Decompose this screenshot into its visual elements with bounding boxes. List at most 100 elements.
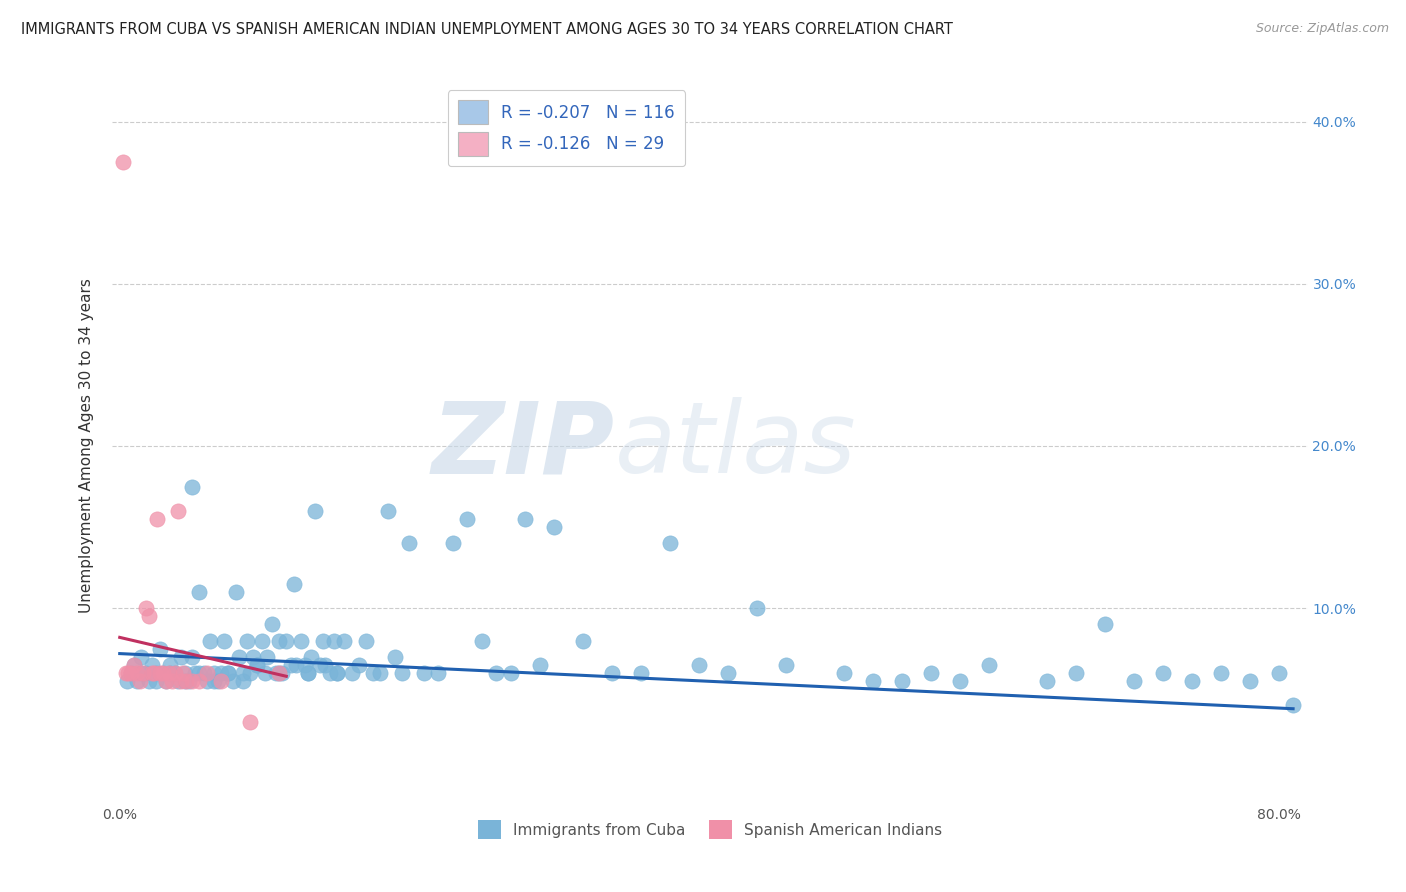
Point (354, 633, 377, 648)
Point (159, 657, 181, 672)
Point (920, 666, 942, 681)
Point (228, 649, 250, 664)
Point (145, 674, 167, 689)
Point (319, 666, 342, 681)
Point (688, 657, 710, 672)
Point (217, 666, 239, 681)
Point (1152, 666, 1174, 681)
Point (745, 601, 768, 615)
Point (163, 666, 186, 681)
Point (111, 155, 134, 169)
Point (427, 666, 450, 681)
Text: Source: ZipAtlas.com: Source: ZipAtlas.com (1256, 22, 1389, 36)
Point (311, 633, 333, 648)
Point (212, 633, 235, 648)
Point (172, 666, 194, 681)
Point (166, 504, 188, 518)
Point (276, 633, 298, 648)
Point (166, 674, 188, 689)
Point (193, 666, 215, 681)
Point (181, 649, 204, 664)
Point (120, 666, 142, 681)
Point (146, 512, 169, 526)
Point (326, 666, 349, 681)
Point (299, 649, 322, 664)
Point (290, 633, 312, 648)
Point (222, 674, 245, 689)
Point (114, 666, 136, 681)
Point (891, 674, 914, 689)
Point (138, 674, 160, 689)
Point (499, 666, 522, 681)
Point (135, 601, 157, 615)
Point (949, 674, 972, 689)
Text: ZIP: ZIP (432, 398, 614, 494)
Point (225, 585, 247, 599)
Point (326, 666, 349, 681)
Point (832, 666, 855, 681)
Point (141, 666, 163, 681)
Point (398, 536, 420, 550)
Point (174, 674, 197, 689)
Point (176, 674, 198, 689)
Point (441, 536, 464, 550)
Point (271, 666, 294, 681)
Point (1282, 698, 1305, 713)
Point (169, 674, 191, 689)
Point (242, 649, 264, 664)
Point (256, 649, 278, 664)
Point (127, 674, 149, 689)
Point (143, 666, 166, 681)
Point (198, 633, 221, 648)
Point (232, 666, 254, 681)
Point (333, 633, 356, 648)
Point (179, 674, 201, 689)
Point (280, 657, 302, 672)
Point (260, 617, 283, 632)
Point (149, 641, 172, 656)
Point (340, 666, 363, 681)
Point (1036, 674, 1059, 689)
Point (1209, 666, 1232, 681)
Point (253, 666, 276, 681)
Point (120, 666, 142, 681)
Point (347, 657, 370, 672)
Point (236, 633, 259, 648)
Point (250, 633, 273, 648)
Point (308, 657, 330, 672)
Point (202, 666, 225, 681)
Point (115, 674, 138, 689)
Point (239, 714, 262, 729)
Point (129, 674, 152, 689)
Point (188, 585, 211, 599)
Point (977, 657, 1000, 672)
Point (529, 657, 551, 672)
Point (377, 504, 399, 518)
Point (160, 674, 183, 689)
Point (145, 666, 167, 681)
Point (122, 657, 145, 672)
Point (775, 657, 797, 672)
Point (283, 577, 305, 591)
Point (195, 666, 218, 681)
Point (314, 657, 336, 672)
Point (1267, 666, 1289, 681)
Point (239, 666, 262, 681)
Text: IMMIGRANTS FROM CUBA VS SPANISH AMERICAN INDIAN UNEMPLOYMENT AMONG AGES 30 TO 34: IMMIGRANTS FROM CUBA VS SPANISH AMERICAN… (21, 22, 953, 37)
Point (294, 657, 316, 672)
Point (456, 512, 478, 526)
Point (267, 666, 290, 681)
Point (384, 649, 406, 664)
Point (391, 666, 413, 681)
Legend: Immigrants from Cuba, Spanish American Indians: Immigrants from Cuba, Spanish American I… (472, 814, 948, 845)
Point (188, 666, 211, 681)
Point (413, 666, 436, 681)
Point (138, 609, 160, 624)
Point (152, 666, 174, 681)
Point (159, 666, 181, 681)
Point (152, 666, 174, 681)
Point (117, 666, 139, 681)
Point (122, 657, 145, 672)
Point (471, 633, 494, 648)
Point (132, 666, 155, 681)
